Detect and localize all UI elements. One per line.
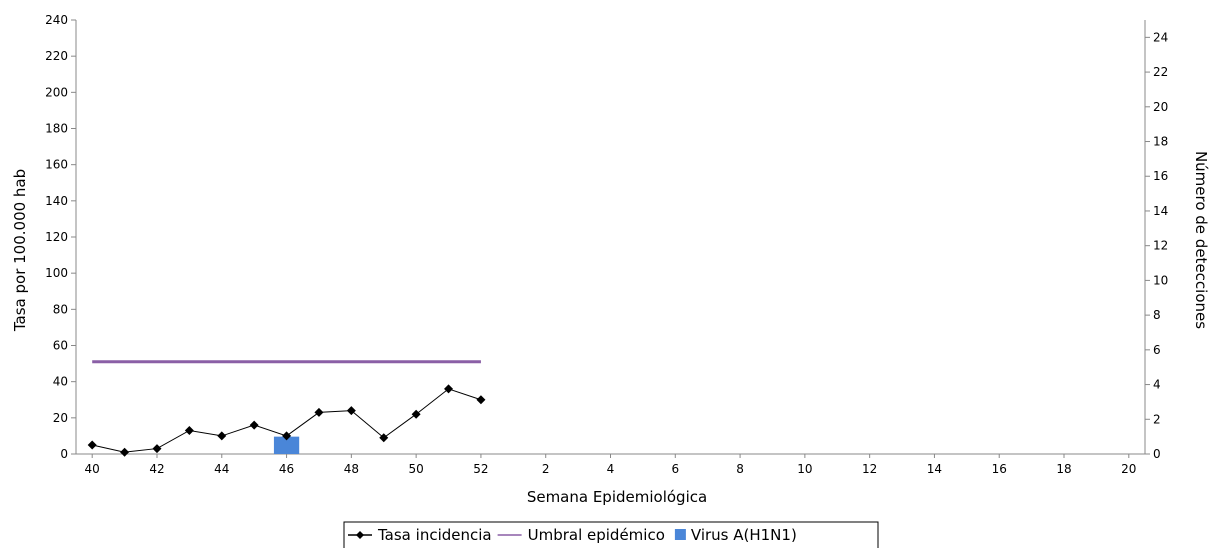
y2-tick-label: 10	[1153, 273, 1168, 287]
x-tick-label: 6	[671, 462, 679, 476]
y-tick-label: 0	[60, 447, 68, 461]
y2-tick-label: 14	[1153, 204, 1168, 218]
x-tick-label: 10	[797, 462, 812, 476]
x-tick-label: 8	[736, 462, 744, 476]
x-tick-label: 46	[279, 462, 294, 476]
x-tick-label: 20	[1121, 462, 1136, 476]
data-point	[217, 431, 227, 441]
y-tick-label: 180	[45, 122, 68, 136]
x-tick-label: 52	[473, 462, 488, 476]
data-point	[314, 407, 324, 417]
x-axis-title: Semana Epidemiológica	[527, 488, 707, 506]
y2-tick-label: 6	[1153, 343, 1161, 357]
x-tick-label: 48	[344, 462, 359, 476]
y-tick-label: 200	[45, 85, 68, 99]
x-tick-label: 42	[149, 462, 164, 476]
data-point	[120, 447, 130, 457]
y-tick-label: 160	[45, 158, 68, 172]
legend: Tasa incidencia Umbral epidémico Virus A(H…	[343, 521, 879, 550]
legend-label: Tasa incidencia	[377, 526, 492, 544]
x-tick-label: 18	[1056, 462, 1071, 476]
data-point	[184, 425, 194, 435]
y-axis-title: Tasa por 100.000 hab	[11, 169, 29, 332]
y2-tick-label: 24	[1153, 30, 1168, 44]
data-point	[379, 433, 389, 443]
bar	[273, 436, 300, 454]
x-tick-label: 50	[408, 462, 423, 476]
data-point	[152, 444, 162, 454]
y-tick-label: 140	[45, 194, 68, 208]
y2-tick-label: 12	[1153, 239, 1168, 253]
data-point	[249, 420, 259, 430]
data-point	[411, 409, 421, 419]
x-tick-label: 44	[214, 462, 229, 476]
y2-tick-label: 16	[1153, 169, 1168, 183]
legend-box	[343, 521, 879, 550]
data-point	[282, 431, 292, 441]
x-tick-label: 40	[85, 462, 100, 476]
data-point	[87, 440, 97, 450]
y-tick-label: 220	[45, 49, 68, 63]
y-tick-label: 80	[53, 302, 68, 316]
y-tick-label: 120	[45, 230, 68, 244]
y2-tick-label: 20	[1153, 100, 1168, 114]
y2-tick-label: 4	[1153, 378, 1161, 392]
y2-tick-label: 2	[1153, 412, 1161, 426]
data-point	[444, 384, 454, 394]
y2-tick-label: 0	[1153, 447, 1161, 461]
x-tick-label: 14	[927, 462, 942, 476]
y2-tick-label: 8	[1153, 308, 1161, 322]
legend-swatch	[674, 529, 686, 540]
legend-marker	[356, 531, 364, 539]
y-tick-label: 40	[53, 375, 68, 389]
x-tick-label: 4	[607, 462, 615, 476]
x-tick-label: 2	[542, 462, 550, 476]
data-point	[476, 395, 486, 405]
y2-tick-label: 22	[1153, 65, 1168, 79]
y-tick-label: 20	[53, 411, 68, 425]
x-tick-label: 12	[862, 462, 877, 476]
x-tick-label: 16	[992, 462, 1007, 476]
y-tick-label: 240	[45, 13, 68, 27]
y2-tick-label: 18	[1153, 135, 1168, 149]
legend-label: Virus A(H1N1)	[691, 526, 797, 544]
y2-axis-title: Número de detecciones	[1192, 151, 1210, 329]
y-tick-label: 100	[45, 266, 68, 280]
data-point	[346, 406, 356, 416]
y-tick-label: 60	[53, 339, 68, 353]
legend-label: Umbral epidémico	[528, 526, 665, 544]
